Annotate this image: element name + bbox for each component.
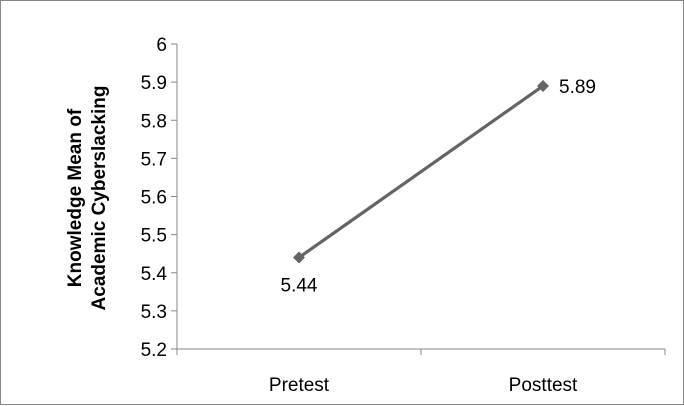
y-axis: 5.2 5.3 5.4 5.5 5.6 5.7 5.8 5.9 6 xyxy=(141,35,178,361)
data-label: 5.89 xyxy=(559,77,596,98)
series-layer: 5.44 5.89 xyxy=(281,77,596,297)
y-axis-title-line-2: Academic Cyberslacking xyxy=(89,86,110,311)
y-axis-title-line-1: Knowledge Mean of xyxy=(65,108,86,287)
y-tick-label: 6 xyxy=(156,35,167,56)
y-tick-label: 5.2 xyxy=(141,340,167,361)
series-line xyxy=(298,84,544,259)
data-label: 5.44 xyxy=(281,276,318,297)
x-category-label: Posttest xyxy=(509,375,578,396)
y-tick-label: 5.7 xyxy=(141,149,167,170)
x-category-label: Pretest xyxy=(269,375,330,396)
y-axis-title: Knowledge Mean of Academic Cyberslacking xyxy=(65,86,110,311)
y-tick-label: 5.5 xyxy=(141,226,167,247)
data-point-marker xyxy=(293,251,305,264)
y-tick-label: 5.4 xyxy=(141,264,168,285)
y-tick-label: 5.6 xyxy=(141,188,167,209)
y-tick-label: 5.8 xyxy=(141,111,167,132)
y-tick-label: 5.3 xyxy=(141,302,167,323)
data-point-marker xyxy=(537,79,549,92)
y-tick-label: 5.9 xyxy=(141,73,167,94)
x-axis: Pretest Posttest xyxy=(176,348,666,396)
